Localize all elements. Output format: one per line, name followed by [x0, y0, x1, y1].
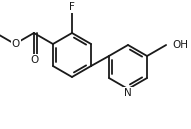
- Text: F: F: [69, 2, 75, 12]
- Text: N: N: [124, 88, 132, 98]
- Text: OH: OH: [172, 40, 188, 50]
- Text: O: O: [31, 55, 39, 65]
- Text: O: O: [12, 39, 20, 49]
